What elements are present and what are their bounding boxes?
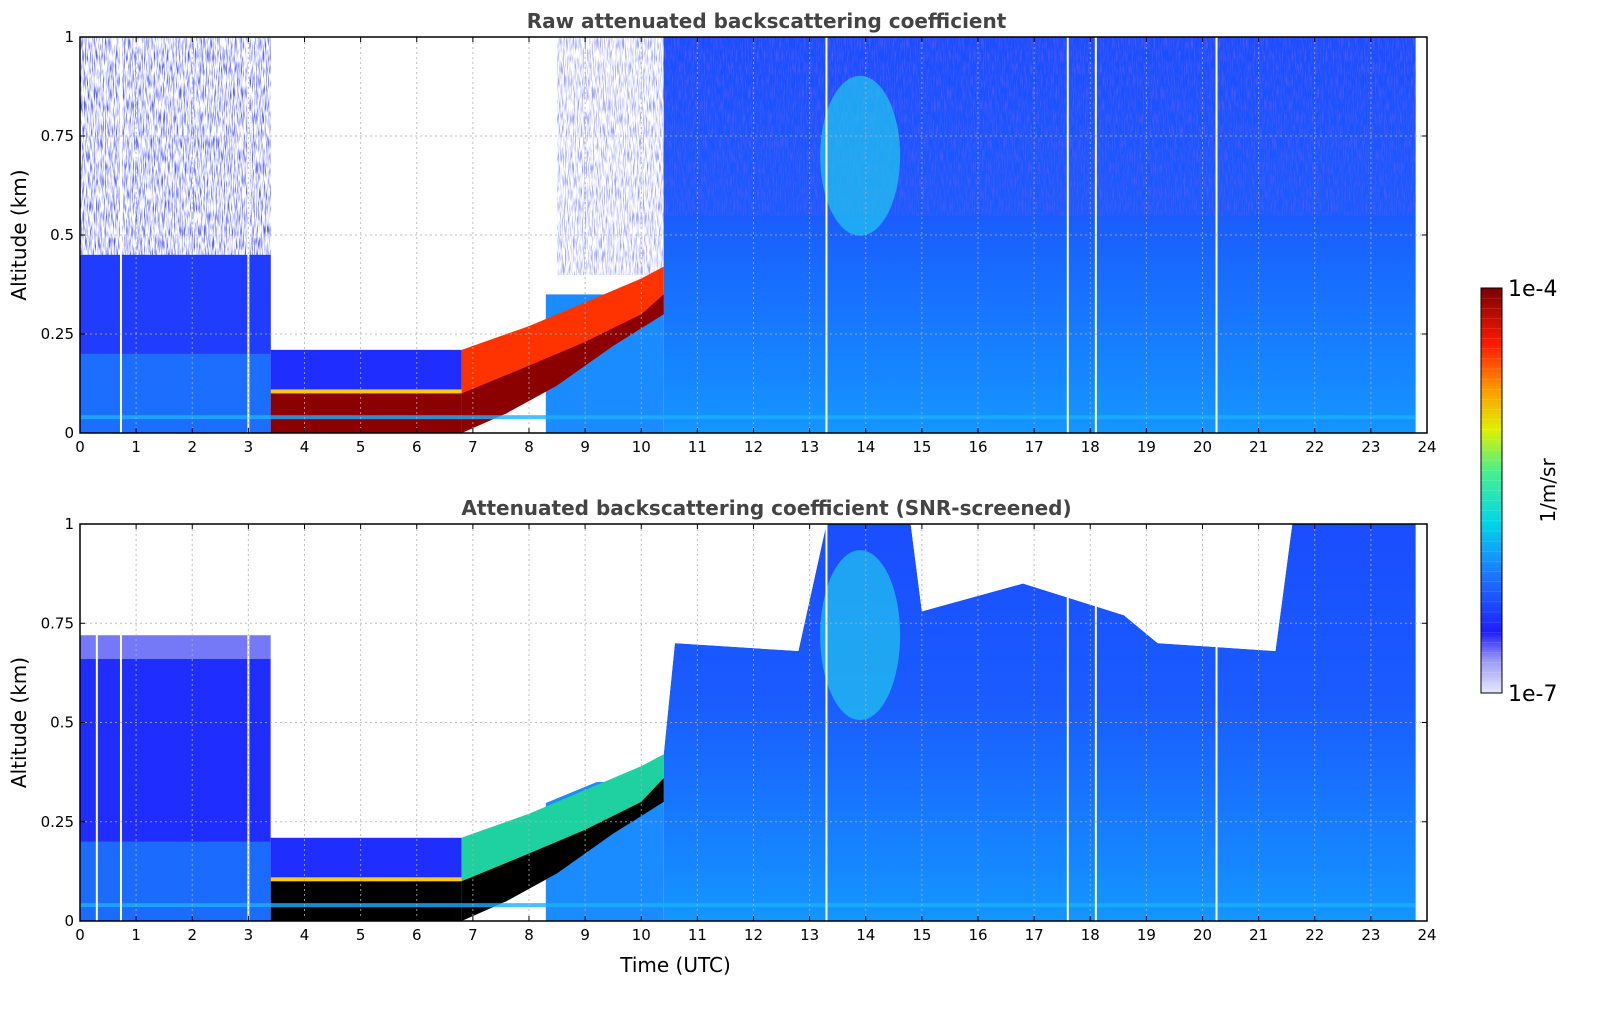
x-tick-label: 8 [524, 438, 534, 456]
missing-data-line [1066, 524, 1069, 921]
x-tick-label: 21 [1249, 438, 1268, 456]
x-tick-label: 6 [412, 438, 422, 456]
x-tick-label: 0 [75, 438, 85, 456]
fog-layer-edge [270, 389, 462, 395]
x-tick-label: 16 [968, 926, 987, 944]
x-tick-label: 1 [131, 926, 141, 944]
y-tick-label: 0.25 [41, 325, 74, 343]
heatmap-image [80, 524, 1427, 921]
colorbar-label: 1/m/sr [1536, 458, 1560, 523]
x-tick-label: 2 [187, 438, 197, 456]
y-tick-label: 0.75 [41, 614, 74, 632]
x-tick-label: 14 [856, 438, 875, 456]
x-tick-label: 24 [1417, 926, 1436, 944]
y-tick-label: 0.25 [41, 813, 74, 831]
x-tick-label: 20 [1193, 926, 1212, 944]
heatmap-image [80, 37, 1427, 433]
y-tick-label: 0.75 [41, 127, 74, 145]
plume-cyan [820, 550, 901, 721]
x-tick-label: 13 [800, 926, 819, 944]
x-tick-label: 12 [744, 438, 763, 456]
colorbar: 1e-4 1e-7 1/m/sr [1480, 277, 1560, 707]
fog-layer-edge [270, 877, 462, 883]
night-top-fringe [80, 635, 271, 659]
x-tick-label: 17 [1025, 926, 1044, 944]
colorbar-min-label: 1e-7 [1508, 682, 1557, 707]
x-tick-label: 18 [1081, 438, 1100, 456]
night-surface-layer [80, 841, 271, 921]
x-tick-label: 7 [468, 926, 478, 944]
x-axis-label: Time (UTC) [619, 953, 731, 977]
x-tick-label: 11 [688, 926, 707, 944]
surface-stripe [270, 415, 1416, 420]
screened-panel: 0 1 2 3 4 5 6 7 8 9 10 11 12 13 14 15 16 17 18 19 20 21 22 23 24… [7, 496, 1437, 977]
y-tick-label: 1 [64, 28, 74, 46]
x-tick-label: 21 [1249, 926, 1268, 944]
fog-core [270, 393, 462, 433]
y-axis-label: Altitude (km) [7, 169, 31, 300]
x-tick-label: 8 [524, 926, 534, 944]
daytime-noise [663, 37, 1416, 216]
x-tick-label: 9 [580, 438, 590, 456]
x-tick-label: 14 [856, 926, 875, 944]
y-tick-label: 0 [64, 912, 74, 930]
y-axis-label: Altitude (km) [7, 657, 31, 788]
x-tick-label: 19 [1137, 438, 1156, 456]
x-tick-label: 2 [187, 926, 197, 944]
x-tick-label: 10 [632, 926, 651, 944]
x-tick-label: 6 [412, 926, 422, 944]
x-tick-label: 24 [1417, 438, 1436, 456]
morning-noise [557, 37, 664, 275]
x-tick-label: 18 [1081, 926, 1100, 944]
surface-stripe [80, 903, 1416, 908]
surface-stripe-night [80, 415, 271, 420]
x-tick-label: 4 [300, 438, 310, 456]
x-tick-label: 1 [131, 438, 141, 456]
raw-panel: 0 1 2 3 4 5 6 7 8 9 10 11 12 13 14 15 16 17 18 19 20 21 22 23 24… [7, 9, 1437, 456]
missing-data-line [247, 524, 250, 921]
x-tick-label: 4 [300, 926, 310, 944]
colorbar-max-label: 1e-4 [1508, 277, 1557, 302]
x-tick-label: 0 [75, 926, 85, 944]
x-tick-label: 9 [580, 926, 590, 944]
plume-cyan [820, 75, 901, 236]
x-tick-label: 23 [1361, 926, 1380, 944]
x-tick-label: 23 [1361, 438, 1380, 456]
x-tick-label: 11 [688, 438, 707, 456]
x-tick-label: 3 [244, 926, 254, 944]
x-tick-label: 22 [1305, 438, 1324, 456]
x-tick-label: 19 [1137, 926, 1156, 944]
y-tick-label: 0.5 [50, 226, 74, 244]
missing-data-line [1066, 37, 1069, 433]
x-tick-label: 15 [912, 926, 931, 944]
x-tick-label: 15 [912, 438, 931, 456]
x-tick-label: 5 [356, 438, 366, 456]
x-tick-label: 20 [1193, 438, 1212, 456]
missing-data-line [247, 37, 250, 433]
fog-layer-top [270, 349, 462, 394]
rising-cloud-saturated [461, 778, 664, 921]
x-tick-label: 17 [1025, 438, 1044, 456]
fog-layer-top [270, 837, 462, 882]
x-tick-label: 22 [1305, 926, 1324, 944]
panel-title: Attenuated backscattering coefficient (S… [461, 496, 1071, 520]
x-tick-label: 7 [468, 438, 478, 456]
rising-cloud-core [461, 294, 664, 433]
y-tick-label: 0 [64, 424, 74, 442]
x-tick-label: 3 [244, 438, 254, 456]
x-tick-label: 13 [800, 438, 819, 456]
x-tick-label: 12 [744, 926, 763, 944]
y-tick-label: 0.5 [50, 714, 74, 732]
y-tick-label: 1 [64, 515, 74, 533]
colorbar-gradient [1480, 287, 1503, 694]
x-tick-label: 10 [632, 438, 651, 456]
fog-core-saturated [270, 881, 462, 921]
x-tick-label: 16 [968, 438, 987, 456]
night-noise [80, 37, 271, 255]
panel-title: Raw attenuated backscattering coefficien… [527, 9, 1007, 33]
x-tick-label: 5 [356, 926, 366, 944]
night-surface-layer [80, 353, 271, 433]
